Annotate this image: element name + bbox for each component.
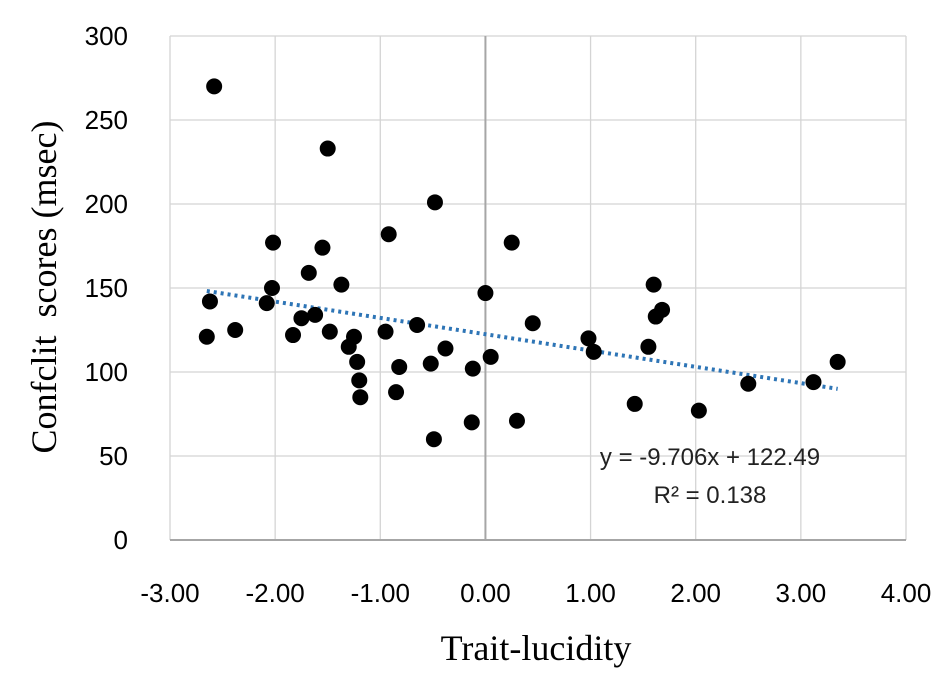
data-point — [422, 355, 439, 372]
data-point — [300, 264, 317, 281]
x-tick-labels: -3.00 -2.00 -1.00 0.00 1.00 2.00 3.00 4.00 — [140, 578, 931, 608]
y-tick-label: 250 — [85, 105, 128, 135]
x-tick-label: 2.00 — [670, 578, 721, 608]
y-tick-label: 0 — [114, 525, 128, 555]
data-point — [524, 315, 541, 332]
data-point — [346, 328, 362, 345]
data-point — [227, 322, 244, 338]
data-point — [201, 293, 218, 310]
data-point — [463, 414, 480, 431]
data-point — [503, 234, 520, 251]
trendline — [206, 289, 838, 391]
data-point — [645, 276, 662, 293]
data-point — [321, 323, 338, 340]
data-point — [409, 316, 426, 333]
y-tick-label: 50 — [99, 441, 128, 471]
data-point — [426, 194, 443, 211]
data-point — [265, 234, 282, 251]
data-point — [391, 358, 408, 375]
data-point — [319, 140, 336, 157]
data-point — [425, 431, 442, 448]
data-point — [307, 306, 324, 323]
y-tick-label: 300 — [85, 21, 128, 51]
x-tick-label: 0.00 — [460, 578, 511, 608]
data-point — [690, 402, 707, 419]
data-point — [349, 353, 366, 370]
data-point — [482, 348, 499, 365]
data-point — [437, 340, 454, 357]
data-point — [206, 78, 223, 95]
data-point — [829, 353, 846, 370]
data-point — [258, 295, 275, 312]
trendline-equation: y = -9.706x + 122.49 — [600, 444, 820, 471]
y-axis-title: Confclit scores (msec) — [24, 121, 64, 454]
data-point — [351, 372, 368, 389]
data-point — [585, 343, 602, 360]
data-point — [388, 384, 405, 401]
x-tick-label: -1.00 — [351, 578, 410, 608]
data-point — [333, 276, 350, 293]
y-tick-label: 100 — [85, 357, 128, 387]
r-squared-label: R² = 0.138 — [654, 482, 767, 509]
data-point — [654, 301, 671, 318]
data-point — [464, 360, 481, 377]
data-point — [640, 338, 657, 355]
data-point — [198, 328, 215, 345]
data-point — [380, 226, 397, 243]
y-tick-label: 200 — [85, 189, 128, 219]
data-point — [352, 389, 369, 406]
data-point — [314, 239, 331, 256]
data-point — [285, 327, 302, 344]
y-tick-label: 150 — [85, 273, 128, 303]
data-point — [805, 374, 822, 391]
x-tick-label: -2.00 — [246, 578, 305, 608]
data-point — [377, 323, 394, 340]
data-points — [198, 78, 846, 448]
x-tick-label: 3.00 — [776, 578, 827, 608]
x-axis-title: Trait-lucidity — [441, 628, 632, 668]
grid-lines — [169, 35, 907, 541]
x-tick-label: -3.00 — [140, 578, 199, 608]
x-tick-label: 1.00 — [565, 578, 616, 608]
x-tick-label: 4.00 — [881, 578, 932, 608]
data-point — [477, 285, 494, 302]
data-point — [508, 412, 525, 429]
y-tick-labels: 0 50 100 150 200 250 300 — [85, 21, 128, 555]
data-point — [626, 395, 643, 412]
data-point — [263, 280, 280, 296]
data-point — [293, 310, 310, 327]
data-point — [580, 330, 597, 347]
data-point — [740, 375, 757, 392]
